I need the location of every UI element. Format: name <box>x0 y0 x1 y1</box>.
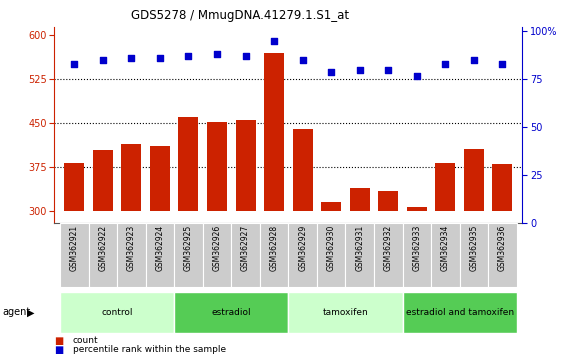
Text: GSM362936: GSM362936 <box>498 225 507 271</box>
Bar <box>178 118 199 211</box>
Bar <box>321 202 341 211</box>
Bar <box>60 223 89 287</box>
Bar <box>317 223 345 287</box>
Point <box>469 57 478 63</box>
Bar <box>174 292 288 333</box>
Text: estradiol: estradiol <box>211 308 251 317</box>
Bar <box>231 223 260 287</box>
Text: GSM362926: GSM362926 <box>212 225 222 271</box>
Point <box>412 73 421 78</box>
Bar <box>374 223 403 287</box>
Text: ▶: ▶ <box>27 307 35 318</box>
Point <box>184 53 193 59</box>
Bar <box>122 144 142 211</box>
Text: GSM362932: GSM362932 <box>384 225 393 271</box>
Bar <box>345 223 374 287</box>
Text: GSM362930: GSM362930 <box>327 225 336 271</box>
Point <box>498 61 507 67</box>
Text: GSM362931: GSM362931 <box>355 225 364 271</box>
Text: GSM362933: GSM362933 <box>412 225 421 271</box>
Text: estradiol and tamoxifen: estradiol and tamoxifen <box>405 308 514 317</box>
Text: ■: ■ <box>54 345 63 354</box>
Text: GSM362925: GSM362925 <box>184 225 193 271</box>
Text: GSM362922: GSM362922 <box>98 225 107 271</box>
Bar <box>436 163 456 211</box>
Point <box>298 57 307 63</box>
Bar <box>93 150 113 211</box>
Bar <box>117 223 146 287</box>
Bar <box>493 164 513 211</box>
Text: GSM362935: GSM362935 <box>469 225 478 271</box>
Bar <box>403 223 431 287</box>
Bar <box>60 292 174 333</box>
Bar <box>236 120 256 211</box>
Point <box>70 61 79 67</box>
Point <box>355 67 364 73</box>
Text: GSM362928: GSM362928 <box>270 225 279 271</box>
Text: GSM362921: GSM362921 <box>70 225 79 271</box>
Bar <box>64 163 85 211</box>
Point <box>127 56 136 61</box>
Bar <box>150 145 170 211</box>
Bar <box>288 223 317 287</box>
Text: GSM362927: GSM362927 <box>241 225 250 271</box>
Bar <box>260 223 288 287</box>
Bar <box>288 292 403 333</box>
Point <box>212 52 222 57</box>
Bar <box>207 121 227 211</box>
Text: agent: agent <box>3 307 31 318</box>
Point <box>155 56 164 61</box>
Text: tamoxifen: tamoxifen <box>323 308 368 317</box>
Text: GDS5278 / MmugDNA.41279.1.S1_at: GDS5278 / MmugDNA.41279.1.S1_at <box>131 9 349 22</box>
Bar <box>146 223 174 287</box>
Text: percentile rank within the sample: percentile rank within the sample <box>73 345 226 354</box>
Text: GSM362929: GSM362929 <box>298 225 307 271</box>
Point <box>384 67 393 73</box>
Bar <box>293 129 313 211</box>
Point <box>98 57 107 63</box>
Point <box>270 38 279 44</box>
Bar <box>403 292 517 333</box>
Bar <box>379 191 399 211</box>
Text: ■: ■ <box>54 336 63 346</box>
Bar <box>264 53 284 211</box>
Point <box>327 69 336 74</box>
Bar <box>203 223 231 287</box>
Bar <box>89 223 117 287</box>
Text: GSM362934: GSM362934 <box>441 225 450 271</box>
Text: control: control <box>101 308 133 317</box>
Bar <box>431 223 460 287</box>
Text: GSM362924: GSM362924 <box>155 225 164 271</box>
Bar <box>488 223 517 287</box>
Text: GSM362923: GSM362923 <box>127 225 136 271</box>
Bar <box>174 223 203 287</box>
Bar <box>464 149 484 211</box>
Point <box>441 61 450 67</box>
Bar <box>350 188 370 211</box>
Point <box>241 53 250 59</box>
Bar <box>460 223 488 287</box>
Bar <box>407 207 427 211</box>
Text: count: count <box>73 336 98 345</box>
